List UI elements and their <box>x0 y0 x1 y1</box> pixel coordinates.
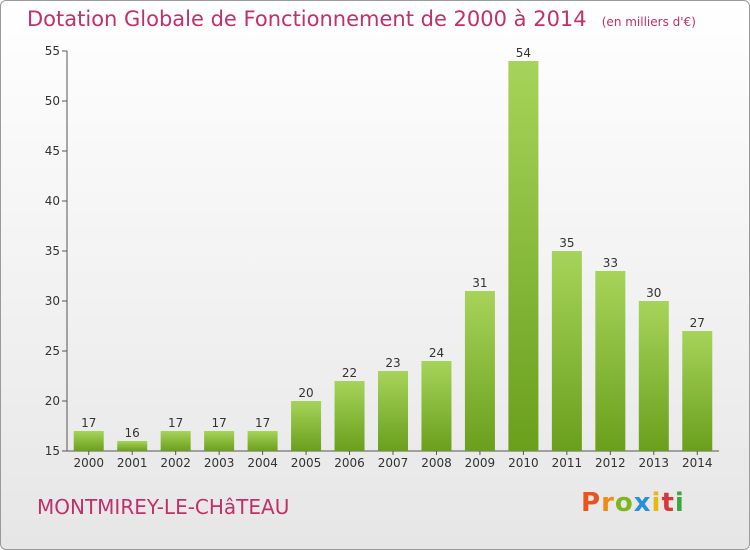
x-tick-label: 2000 <box>73 456 104 470</box>
data-label-2010: 54 <box>516 46 531 60</box>
data-label-2012: 33 <box>603 256 618 270</box>
proxiti-logo[interactable]: Proxiti <box>581 488 685 518</box>
bar-2011 <box>551 251 582 451</box>
data-label-2003: 17 <box>211 416 226 430</box>
bar-2008 <box>421 361 452 451</box>
data-label-2005: 20 <box>298 386 313 400</box>
data-label-2008: 24 <box>429 346 444 360</box>
bar-2006 <box>334 381 365 451</box>
x-tick-label: 2012 <box>595 456 626 470</box>
x-tick-label: 2011 <box>552 456 583 470</box>
x-tick-label: 2006 <box>334 456 365 470</box>
y-tick-label: 40 <box>45 194 60 208</box>
logo-letter: x <box>633 488 652 518</box>
logo-letter: i <box>651 488 662 518</box>
data-label-2001: 16 <box>125 426 140 440</box>
logo-letter: P <box>581 488 602 518</box>
y-tick-label: 20 <box>45 394 60 408</box>
y-tick-label: 30 <box>45 294 60 308</box>
y-tick-label: 35 <box>45 244 60 258</box>
bar-2014 <box>682 331 713 451</box>
bar-2010 <box>508 61 539 451</box>
bar-2002 <box>160 431 191 451</box>
bar-2009 <box>464 291 495 451</box>
x-tick-label: 2007 <box>378 456 409 470</box>
logo-letter: t <box>661 488 675 518</box>
y-tick-label: 25 <box>45 344 60 358</box>
y-tick-label: 45 <box>45 144 60 158</box>
x-tick-label: 2014 <box>682 456 713 470</box>
chart-unit-label: (en milliers d'€) <box>601 15 696 29</box>
y-tick-label: 50 <box>45 94 60 108</box>
bar-2004 <box>247 431 278 451</box>
logo-letter: o <box>614 488 634 518</box>
data-label-2004: 17 <box>255 416 270 430</box>
bar-2001 <box>117 441 148 451</box>
x-axis: 2000 2001 2002 2003 2004 2005 2006 2007 2008 2009… <box>67 450 719 470</box>
data-label-2007: 23 <box>385 356 400 370</box>
y-axis: 15 20 25 30 35 40 45 50 55 <box>45 44 68 458</box>
bar-2000 <box>73 431 104 451</box>
x-tick-label: 2013 <box>639 456 670 470</box>
bar-2013 <box>638 301 669 451</box>
x-tick-label: 2005 <box>291 456 322 470</box>
title-line: Dotation Globale de Fonctionnement de 20… <box>27 7 696 31</box>
data-labels: 17 16 17 17 17 20 22 23 24 31 54 35 33 30 27 <box>81 46 705 440</box>
x-tick-label: 2009 <box>465 456 496 470</box>
x-tick-label: 2010 <box>508 456 539 470</box>
logo-letter: r <box>601 488 615 518</box>
bar-2012 <box>595 271 626 451</box>
data-label-2002: 17 <box>168 416 183 430</box>
chart-title: Dotation Globale de Fonctionnement de 20… <box>27 7 587 31</box>
data-label-2006: 22 <box>342 366 357 380</box>
logo-letter: i <box>674 488 685 518</box>
data-label-2009: 31 <box>472 276 487 290</box>
data-label-2014: 27 <box>690 316 705 330</box>
commune-name: MONTMIREY-LE-CHâTEAU <box>37 495 290 519</box>
x-tick-label: 2008 <box>421 456 452 470</box>
data-label-2000: 17 <box>81 416 96 430</box>
bar-2005 <box>291 401 322 451</box>
x-tick-label: 2001 <box>117 456 148 470</box>
data-label-2013: 30 <box>646 286 661 300</box>
data-label-2011: 35 <box>559 236 574 250</box>
y-tick-label: 15 <box>45 444 60 458</box>
bars <box>73 61 713 451</box>
y-tick-label: 55 <box>45 44 60 58</box>
x-tick-label: 2003 <box>204 456 235 470</box>
x-tick-label: 2002 <box>160 456 191 470</box>
bar-2003 <box>204 431 235 451</box>
bar-2007 <box>378 371 408 451</box>
x-tick-label: 2004 <box>247 456 278 470</box>
